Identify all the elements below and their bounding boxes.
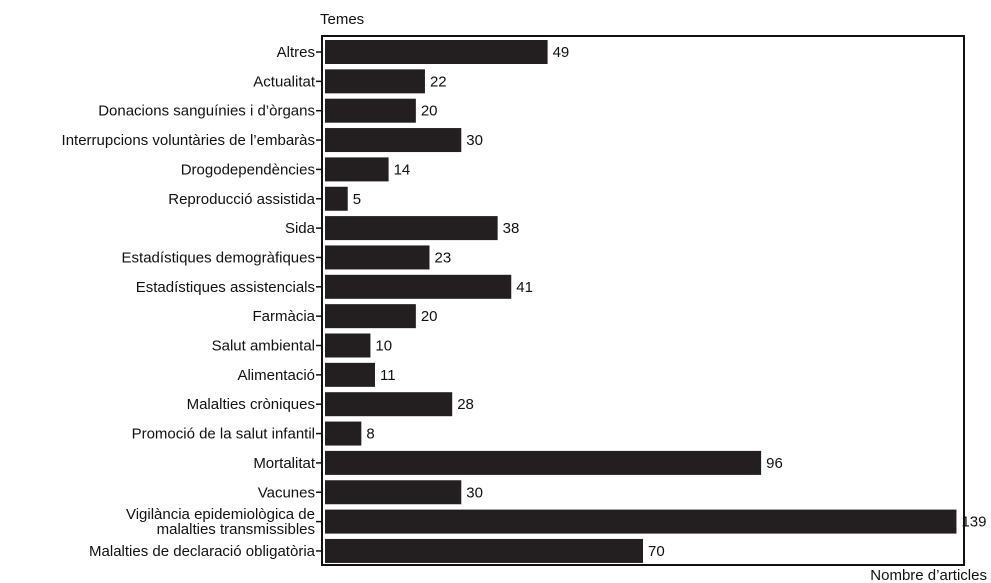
x-axis-title: Nombre d’articles bbox=[870, 567, 987, 583]
value-label: 22 bbox=[430, 73, 447, 90]
category-label: Alimentació bbox=[237, 367, 315, 384]
bar bbox=[325, 333, 371, 358]
bar bbox=[325, 304, 416, 329]
bar bbox=[325, 480, 462, 505]
value-labels-group: 49 22 20 30 14 5 38 23 41 20 10 11 28 8 96 30 139 70 bbox=[353, 44, 987, 560]
category-label: Farmàcia bbox=[252, 308, 315, 325]
category-label: malalties transmissibles bbox=[157, 521, 315, 538]
category-label: Malalties de declaració obligatòria bbox=[89, 543, 316, 560]
bar bbox=[325, 128, 462, 153]
bar bbox=[325, 98, 416, 123]
bars-group bbox=[325, 40, 957, 563]
bar bbox=[325, 216, 498, 241]
category-labels-group: Altres Actualitat Donacions sanguínies i d… bbox=[62, 44, 316, 560]
value-label: 5 bbox=[353, 191, 361, 208]
value-label: 28 bbox=[457, 396, 474, 413]
category-label: Sida bbox=[285, 220, 316, 237]
category-label: Mortalitat bbox=[253, 455, 316, 472]
value-label: 20 bbox=[421, 308, 438, 325]
category-label: Malalties cròniques bbox=[187, 396, 315, 413]
bar bbox=[325, 69, 425, 94]
bar bbox=[325, 186, 348, 211]
bar bbox=[325, 450, 762, 475]
category-label: Salut ambiental bbox=[212, 338, 315, 355]
value-label: 8 bbox=[366, 426, 374, 443]
value-label: 11 bbox=[380, 367, 396, 384]
bar bbox=[325, 40, 548, 64]
bar bbox=[325, 538, 643, 563]
value-label: 14 bbox=[394, 161, 411, 178]
value-label: 41 bbox=[516, 279, 533, 296]
category-label: Drogodependències bbox=[181, 161, 315, 178]
category-label: Vacunes bbox=[258, 484, 315, 501]
category-label: Promoció de la salut infantil bbox=[132, 426, 315, 443]
category-label: Estadístiques assistencials bbox=[136, 279, 315, 296]
category-label: Altres bbox=[277, 44, 315, 61]
category-label: Donacions sanguínies i d’òrgans bbox=[98, 103, 315, 120]
value-label: 30 bbox=[466, 132, 483, 149]
bar bbox=[325, 157, 389, 182]
value-label: 70 bbox=[648, 543, 665, 560]
value-label: 10 bbox=[375, 338, 392, 355]
value-label: 30 bbox=[466, 484, 483, 501]
category-label: Estadístiques demogràfiques bbox=[122, 249, 315, 266]
value-label: 96 bbox=[766, 455, 783, 472]
category-label: Vigilància epidemiològica de bbox=[126, 506, 315, 523]
value-label: 23 bbox=[434, 249, 451, 266]
category-label: Actualitat bbox=[253, 73, 316, 90]
bar bbox=[325, 509, 957, 534]
bar bbox=[325, 392, 453, 417]
y-axis-title: Temes bbox=[320, 11, 364, 28]
value-label: 20 bbox=[421, 103, 438, 120]
bar bbox=[325, 421, 362, 446]
value-label: 139 bbox=[961, 514, 986, 531]
bar bbox=[325, 274, 512, 299]
bar bbox=[325, 245, 430, 270]
value-label: 49 bbox=[553, 44, 570, 61]
plot-area-frame bbox=[321, 35, 965, 566]
category-label: Reproducció assistida bbox=[168, 191, 315, 208]
bar bbox=[325, 362, 375, 387]
category-ticks-group bbox=[316, 51, 322, 552]
value-label: 38 bbox=[503, 220, 520, 237]
category-label: Interrupcions voluntàries de l’embaràs bbox=[62, 132, 315, 149]
